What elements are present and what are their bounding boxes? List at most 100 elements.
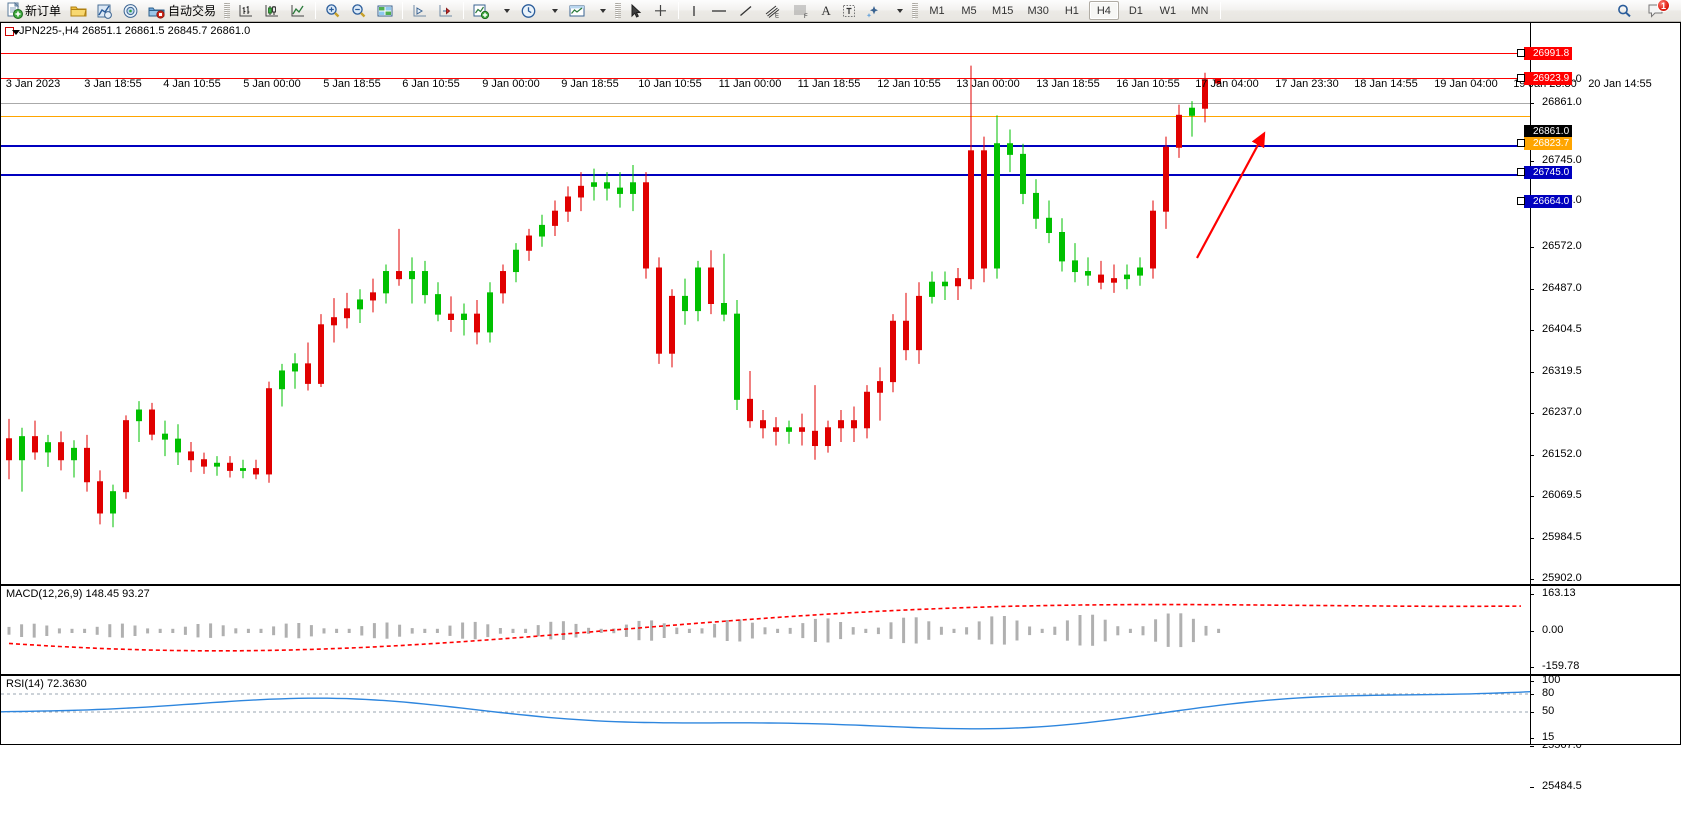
objects-dropdown[interactable] <box>888 1 908 21</box>
time-label: 19 Jan 04:00 <box>1434 78 1498 90</box>
rsi-axis: 100 80 50 15 <box>1530 674 1680 744</box>
data-folder-button[interactable] <box>67 1 91 21</box>
level-line-entry[interactable] <box>1 116 1530 117</box>
time-label: 18 Jan 14:55 <box>1354 78 1418 90</box>
market-watch-button[interactable] <box>93 1 117 21</box>
chip-handle[interactable] <box>1517 49 1525 57</box>
chip-handle[interactable] <box>1517 168 1525 176</box>
tile-windows-icon <box>377 5 393 16</box>
candlestick-icon <box>265 4 279 16</box>
price-chip-take-profit-2[interactable]: 26991.8 <box>1517 47 1573 60</box>
level-line-take-profit-1[interactable] <box>1 78 1530 79</box>
macd-plot[interactable] <box>1 586 1530 674</box>
time-label: 5 Jan 18:55 <box>323 78 381 90</box>
toolbar-grip[interactable] <box>224 2 231 19</box>
fibonacci-button[interactable]: F <box>788 1 814 21</box>
price-axis[interactable]: 26907.026861.026745.026664.026572.026487… <box>1517 23 1680 792</box>
navigator-button[interactable] <box>119 1 143 21</box>
timeframe-mn[interactable]: MN <box>1191 4 1209 17</box>
trendline-button[interactable] <box>734 1 758 21</box>
indicators-dropdown[interactable] <box>495 1 515 21</box>
templates-dropdown[interactable] <box>591 1 611 21</box>
chat-button[interactable]: 1 <box>1644 0 1670 21</box>
auto-scroll-icon <box>413 4 427 16</box>
periods-button[interactable] <box>517 1 541 21</box>
time-label: 9 Jan 00:00 <box>482 78 540 90</box>
price-chip-take-profit-1[interactable]: 26923.9 <box>1517 72 1573 85</box>
timeframe-m5[interactable]: M5 <box>961 4 977 17</box>
search-button[interactable] <box>1613 1 1637 21</box>
timeframe-h1[interactable]: H1 <box>1064 4 1079 17</box>
price-chip-current-price[interactable]: 26861.0 <box>1524 125 1573 138</box>
candlestick-chart-button[interactable] <box>260 1 284 21</box>
price-chip-support-1[interactable]: 26745.0 <box>1517 166 1573 179</box>
price-plot[interactable] <box>1 23 1530 584</box>
level-line-support-2[interactable] <box>1 174 1530 176</box>
time-label: 3 Jan 18:55 <box>84 78 142 90</box>
indicators-icon <box>473 4 490 19</box>
horizontal-line-icon <box>712 9 727 12</box>
macd-axis: 163.13 0.00 -159.78 <box>1530 586 1680 674</box>
text-label-button[interactable] <box>838 1 860 21</box>
chip-handle[interactable] <box>1517 197 1525 205</box>
cursor-icon <box>631 3 642 18</box>
macd-pane[interactable]: MACD(12,26,9) 148.45 93.27 163.13 0.00 -15… <box>0 585 1681 675</box>
level-line-support-1[interactable] <box>1 145 1530 147</box>
zoom-out-button[interactable] <box>347 1 371 21</box>
vertical-line-button[interactable] <box>684 1 704 21</box>
rsi-plot[interactable] <box>1 676 1530 744</box>
templates-button[interactable] <box>565 1 589 21</box>
fibonacci-icon: F <box>794 5 808 19</box>
price-chip-support-2[interactable]: 26664.0 <box>1517 195 1573 208</box>
toolbar-grip-2[interactable] <box>615 2 622 19</box>
price-pane[interactable]: JPN225-,H4 26851.1 26861.5 26845.7 26861… <box>0 22 1681 792</box>
symbol-expand-icon[interactable] <box>5 27 20 36</box>
new-order-label: 新订单 <box>25 4 62 18</box>
timeframe-m30[interactable]: M30 <box>1027 4 1049 17</box>
toolbar-grip-3[interactable] <box>912 2 919 19</box>
new-order-button[interactable]: 新订单 <box>3 1 65 21</box>
time-label: 17 Jan 04:00 <box>1195 78 1259 90</box>
chart-shift-button[interactable] <box>434 1 458 21</box>
timeframe-w1[interactable]: W1 <box>1159 4 1177 17</box>
timeframe-h4[interactable]: H4 <box>1088 1 1119 20</box>
time-label: 13 Jan 18:55 <box>1036 78 1100 90</box>
time-label: 10 Jan 10:55 <box>638 78 702 90</box>
timeframe-m15[interactable]: M15 <box>992 4 1014 17</box>
indicators-button[interactable] <box>469 1 493 21</box>
chip-handle[interactable] <box>1517 74 1525 82</box>
svg-text:E: E <box>775 13 779 19</box>
text-button[interactable]: A <box>816 1 836 21</box>
line-chart-icon <box>291 4 305 16</box>
crosshair-button[interactable] <box>649 1 673 21</box>
periods-dropdown[interactable] <box>543 1 563 21</box>
chip-handle[interactable] <box>1517 139 1525 147</box>
chevron-down-icon <box>551 8 558 13</box>
timeframe-d1[interactable]: D1 <box>1128 4 1143 17</box>
timeframe-m1[interactable]: M1 <box>929 4 945 17</box>
horizontal-line-button[interactable] <box>706 1 732 21</box>
time-label: 11 Jan 00:00 <box>718 78 782 90</box>
price-chip-entry-level[interactable]: 26823.7 <box>1517 137 1573 150</box>
chevron-down-icon <box>599 8 606 13</box>
tile-windows-button[interactable] <box>373 1 397 21</box>
symbol-ohlc-label: JPN225-,H4 26851.1 26861.5 26845.7 26861… <box>19 25 251 37</box>
time-label: 6 Jan 10:55 <box>402 78 460 90</box>
main-toolbar: 新订单 <box>0 0 1681 22</box>
time-label: 16 Jan 10:55 <box>1116 78 1180 90</box>
bar-chart-button[interactable] <box>234 1 258 21</box>
zoom-in-button[interactable] <box>321 1 345 21</box>
level-line-take-profit-2[interactable] <box>1 53 1530 54</box>
time-label: 5 Jan 00:00 <box>243 78 301 90</box>
cursor-button[interactable] <box>625 1 647 21</box>
time-label: 12 Jan 10:55 <box>877 78 941 90</box>
line-chart-button[interactable] <box>286 1 310 21</box>
auto-trading-button[interactable]: 自动交易 <box>145 1 220 21</box>
time-axis[interactable]: 3 Jan 2023 3 Jan 18:55 4 Jan 10:55 5 Jan 00… <box>0 22 1681 102</box>
rsi-pane[interactable]: RSI(14) 72.3630 100 80 50 15 <box>0 674 1681 745</box>
objects-button[interactable] <box>862 1 886 21</box>
equidistant-channel-button[interactable]: E <box>760 1 786 21</box>
auto-scroll-button[interactable] <box>408 1 432 21</box>
candlestick-series <box>6 65 1221 528</box>
folder-icon <box>70 6 87 16</box>
